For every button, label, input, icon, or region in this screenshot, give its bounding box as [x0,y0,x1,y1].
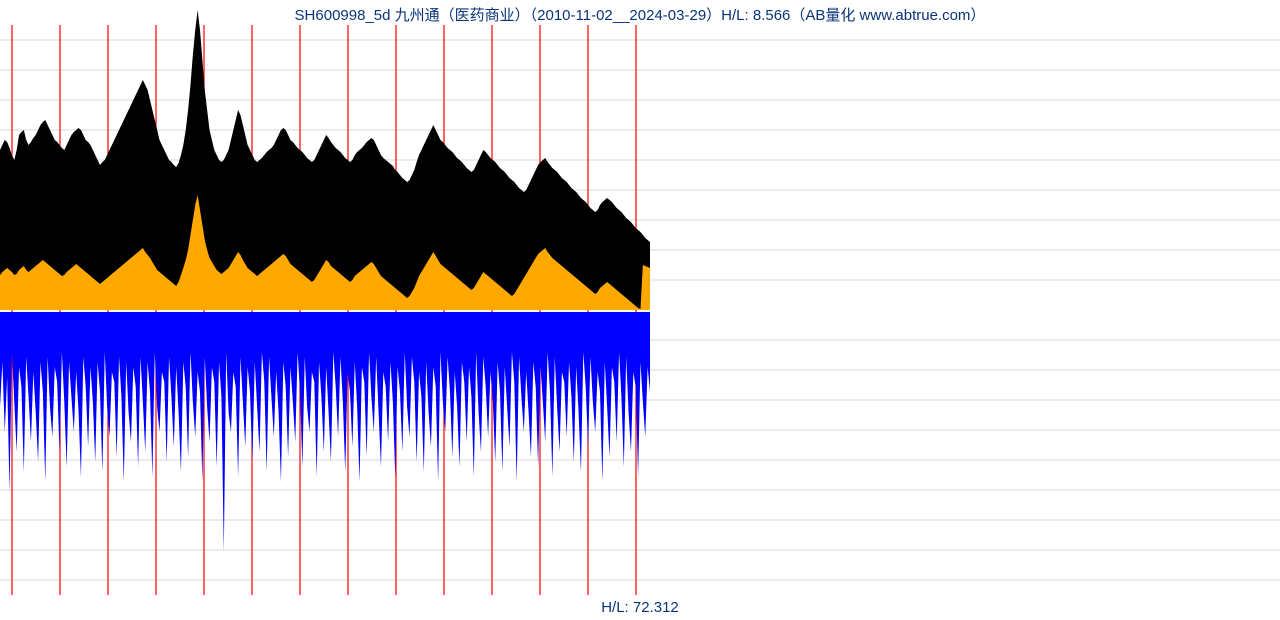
chart-title: SH600998_5d 九州通（医药商业）（2010-11-02__2024-0… [0,4,1280,25]
chart-footer: H/L: 72.312 [0,599,1280,616]
price-volume-chart [0,0,1280,620]
